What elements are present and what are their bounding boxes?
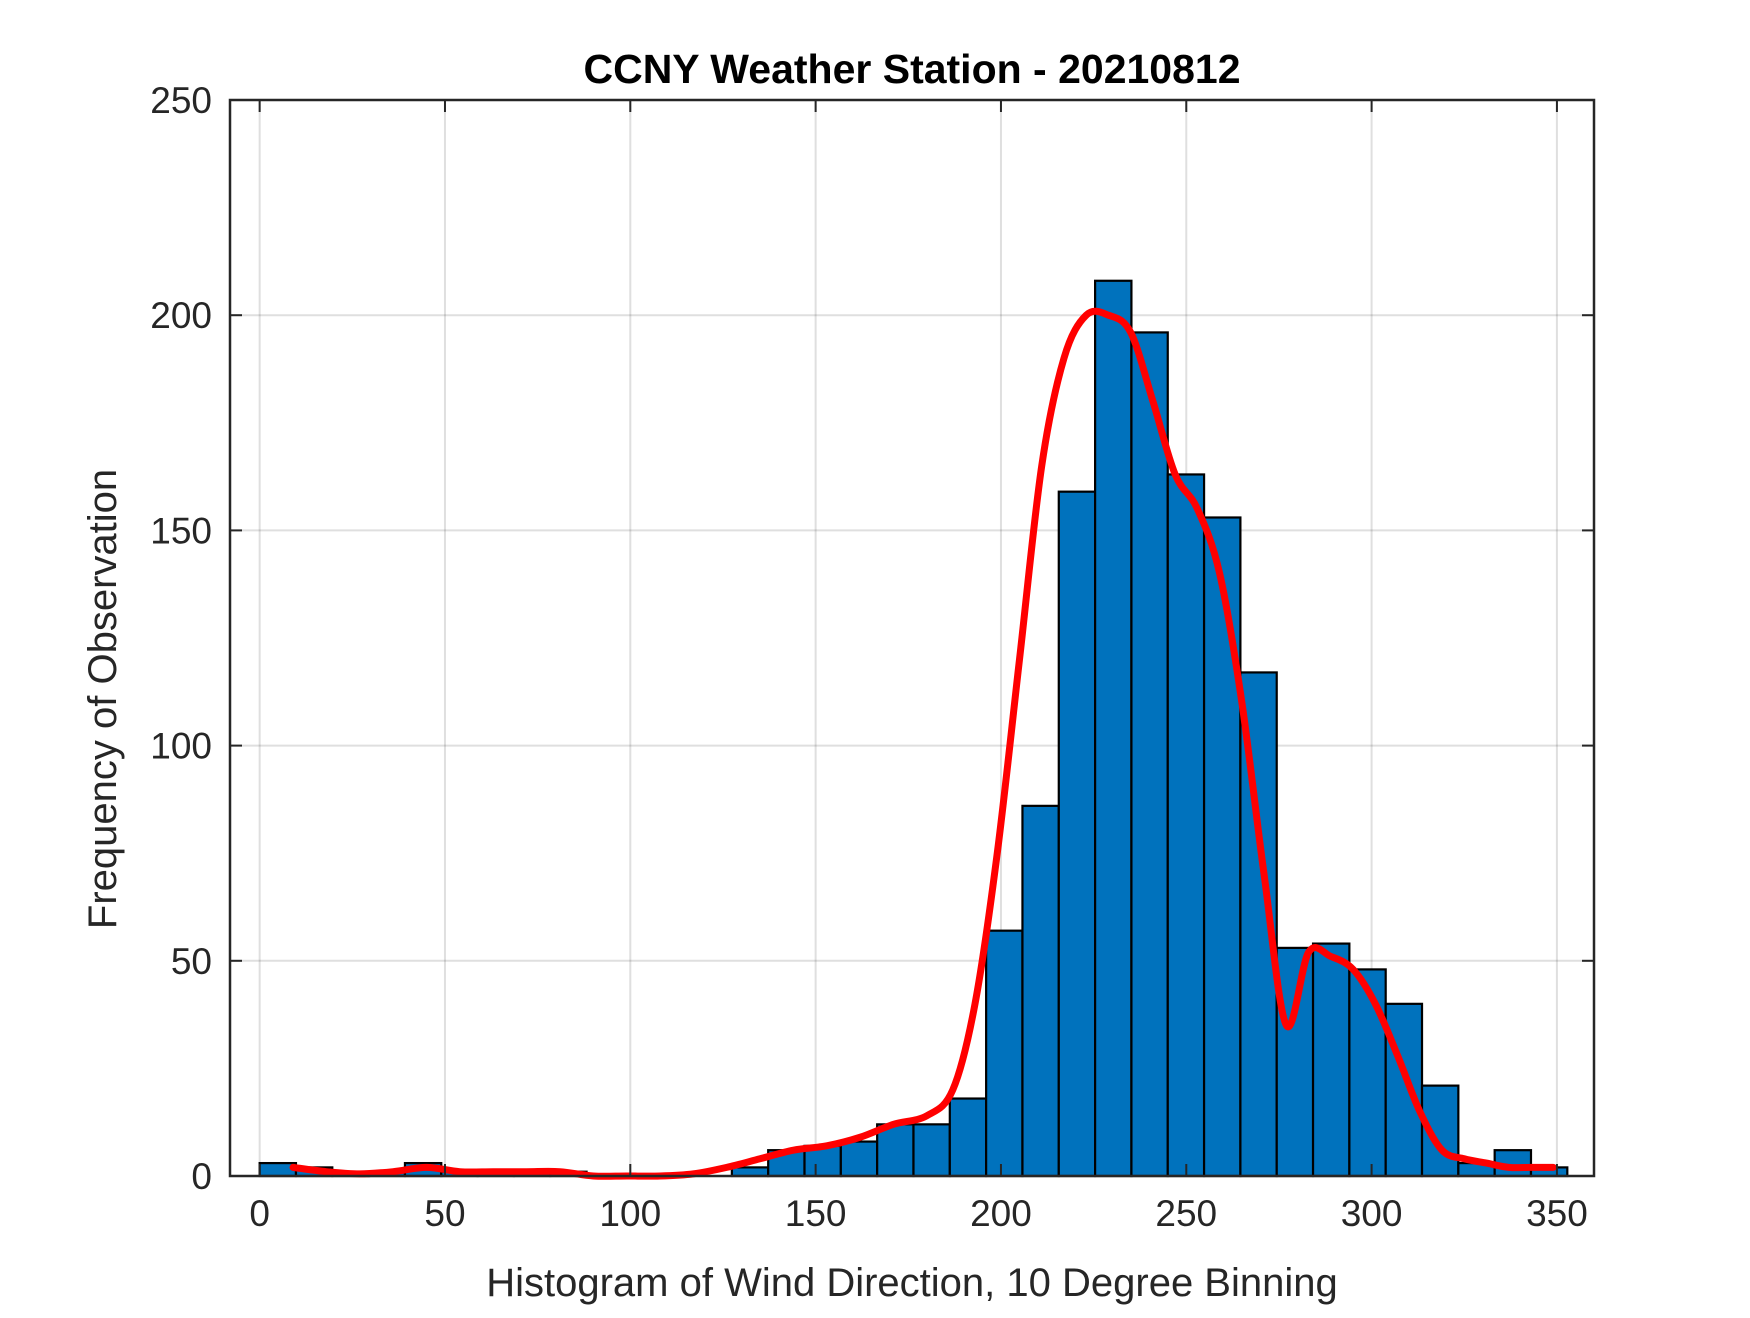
tick-labels: 0 50 100 150 200 250 300 350 0 50 100 150 200 250	[150, 80, 1588, 1234]
y-tick-label: 150	[150, 510, 212, 551]
x-tick-label: 50	[424, 1193, 465, 1234]
y-tick-label: 250	[150, 80, 212, 121]
histogram-bar	[1348, 968, 1387, 1178]
y-tick-label: 0	[191, 1156, 212, 1197]
histogram-bar	[1384, 1002, 1424, 1178]
histogram-bar	[912, 1123, 951, 1178]
histogram-bar	[730, 1166, 770, 1178]
density-curve	[289, 307, 1557, 1180]
histogram-bar	[1021, 804, 1060, 1178]
y-tick-label: 100	[150, 726, 212, 767]
histogram-bar	[839, 1140, 879, 1178]
axes-box	[228, 98, 1596, 1178]
x-tick-label: 350	[1526, 1193, 1588, 1234]
x-tick-label: 0	[249, 1193, 270, 1234]
chart-title: CCNY Weather Station - 20210812	[583, 46, 1240, 92]
histogram-bar	[1202, 516, 1242, 1178]
y-axis-label: Frequency of Observation	[81, 469, 125, 929]
histogram-bars	[258, 279, 1569, 1178]
density-curve-layer	[289, 307, 1557, 1180]
histogram-bar	[1094, 279, 1133, 1178]
x-tick-label: 100	[599, 1193, 661, 1234]
histogram-bar	[948, 1097, 988, 1178]
y-tick-label: 200	[150, 295, 212, 336]
histogram-bar	[1166, 473, 1206, 1178]
histogram-bar	[1311, 942, 1351, 1178]
histogram-bar	[985, 929, 1024, 1178]
axis-ticks	[230, 99, 1594, 1177]
histogram-bar	[1275, 946, 1315, 1178]
histogram-bar	[1130, 331, 1169, 1178]
x-tick-label: 150	[785, 1193, 847, 1234]
x-axis-label: Histogram of Wind Direction, 10 Degree B…	[486, 1261, 1338, 1305]
y-tick-label: 50	[171, 941, 212, 982]
histogram-bar	[1057, 490, 1097, 1178]
x-tick-label: 300	[1341, 1193, 1403, 1234]
x-tick-label: 250	[1155, 1193, 1217, 1234]
x-tick-label: 200	[970, 1193, 1032, 1234]
